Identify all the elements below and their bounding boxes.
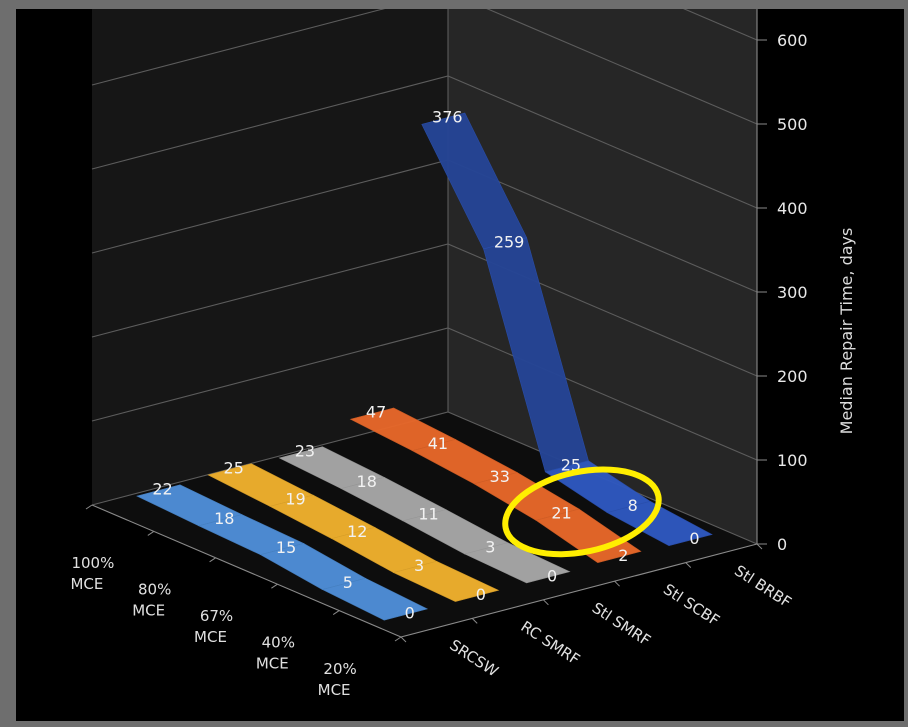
y-tick-label: 600 [777,31,808,50]
ribbon-segment [463,542,571,584]
repair-time-3d-chart: 0100200300400500600700 Median Repair Tim… [70,9,856,699]
series-tick-mark [471,618,478,624]
series-tick-mark [685,562,692,568]
data-labels: 3762592580474133212231811302519123022181… [152,108,699,623]
data-label: 0 [547,566,557,585]
chart-walls [92,9,757,637]
series-ribbons [136,112,713,621]
ribbon-segment [392,561,500,602]
series-tick-mark [756,543,763,550]
series-label: Stl SCBF [660,580,723,630]
data-label: 11 [418,504,438,523]
series-tick-mark [614,580,620,587]
ribbon-segment [321,577,429,621]
data-label: 15 [276,538,296,557]
category-label: 100% MCE [70,554,114,593]
back-wall-left [92,9,448,505]
category-labels: 100% MCE 80% MCE 67% MCE 40% MCE 20% MCE [70,554,356,699]
annotation-group [502,466,662,558]
y-axis-title-group: Median Repair Time, days [837,228,856,435]
series-axis-line [400,543,758,638]
data-label: 0 [689,529,699,548]
data-label: 18 [357,472,377,491]
series-ribbon [278,446,571,584]
data-label: 8 [628,496,638,515]
data-label: 12 [347,522,367,541]
category-label: 40% MCE [256,633,295,672]
ribbon-segment [606,501,713,547]
ribbon-segment [535,508,642,563]
data-label: 41 [428,434,448,453]
data-label: 376 [432,108,463,127]
series-label: RC SMRF [518,617,584,668]
y-tick-label: 100 [777,451,808,470]
data-label: 23 [295,441,315,460]
data-label: 33 [490,467,510,486]
data-label: 3 [485,537,495,556]
chart-frame: 0100200300400500600700 Median Repair Tim… [16,9,904,721]
category-label: 67% MCE [194,607,233,646]
data-label: 0 [405,604,415,623]
series-label: SRCSW [446,636,501,681]
data-label: 0 [476,585,486,604]
series-label: Stl BRBF [731,562,794,612]
category-tick-mark [271,583,278,589]
y-tick-label: 500 [777,115,808,134]
data-label: 259 [494,232,525,251]
series-tick-mark [400,636,407,643]
data-label: 47 [366,403,386,422]
data-label: 2 [618,546,628,565]
gridline [91,9,758,125]
series-ribbon [136,484,429,621]
category-label: 20% MCE [318,660,357,699]
data-label: 18 [214,509,234,528]
y-tick-label: 200 [777,367,808,386]
category-tick-mark [394,636,402,642]
back-wall-right [448,9,757,544]
category-tick-mark [209,557,216,563]
y-axis-ticks: 0100200300400500600700 [757,31,808,554]
series-ribbon [207,463,500,602]
category-tick-mark [147,530,155,536]
category-label: 80% MCE [132,581,171,620]
y-tick-label: 300 [777,283,808,302]
y-tick-label: 400 [777,199,808,218]
data-label: 25 [224,458,244,477]
category-tick-mark [85,504,93,510]
highlight-ellipse [502,466,662,558]
category-axis-line [91,504,402,638]
category-tick-mark [332,610,340,616]
data-label: 22 [152,479,172,498]
series-label: Stl SMRF [589,599,654,650]
series-tick-mark [543,599,549,606]
data-label: 19 [285,490,305,509]
series-ribbon [349,407,642,563]
data-label: 21 [551,504,571,523]
data-label: 3 [414,556,424,575]
y-tick-label: 0 [777,535,787,554]
data-label: 5 [343,573,353,592]
y-axis-title: Median Repair Time, days [837,228,856,435]
